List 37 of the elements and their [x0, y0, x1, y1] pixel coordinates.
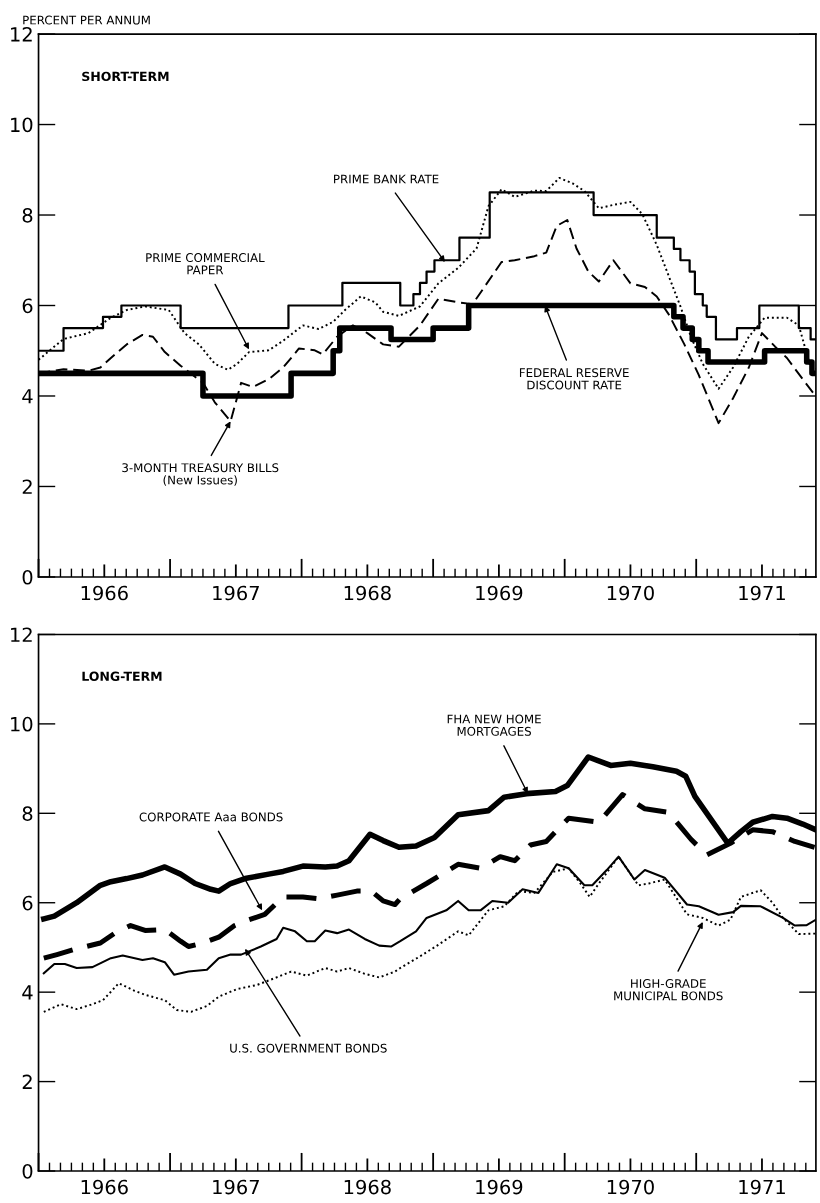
- x-tick-label: 1968: [344, 1179, 391, 1195]
- x-tick-label: 1967: [213, 1179, 259, 1195]
- x-tick-label: 1970: [607, 1179, 654, 1195]
- text: LONG-TERM: [82, 671, 162, 682]
- x-tick-label: 1967: [213, 585, 259, 601]
- y-axis-title: PERCENT PER ANNUM: [23, 15, 150, 25]
- y-tick-label: 2: [22, 479, 32, 494]
- y-tick-label: 2: [22, 1074, 32, 1089]
- y-tick-label: 12: [11, 627, 32, 642]
- annotation: 3-MONTH TREASURY BILLS (New Issues): [122, 463, 279, 486]
- y-tick-label: 10: [11, 117, 33, 133]
- y-tick-label: 8: [22, 806, 33, 821]
- annotation: CORPORATE Aaa BONDS: [139, 812, 283, 822]
- x-tick-label: 1966: [81, 585, 128, 601]
- annotation: HIGH-GRADE MUNICIPAL BONDS: [614, 979, 723, 1001]
- y-tick-label: 6: [22, 298, 33, 314]
- y-tick-label: 4: [22, 985, 33, 1000]
- annotation: FHA NEW HOME MORTGAGES: [447, 714, 541, 736]
- annotation: FEDERAL RESERVE DISCOUNT RATE: [519, 368, 629, 390]
- y-tick-label: 4: [22, 389, 33, 404]
- x-tick-label: 1968: [344, 585, 391, 601]
- y-tick-label: 0: [22, 1163, 33, 1179]
- annotation: PRIME BANK RATE: [334, 174, 439, 184]
- text: SHORT-TERM: [82, 71, 169, 82]
- y-tick-label: 6: [22, 895, 33, 911]
- y-tick-label: 8: [22, 207, 33, 223]
- y-tick-label: 12: [11, 27, 32, 42]
- y-tick-label: 10: [11, 716, 33, 732]
- y-tick-label: 0: [22, 569, 33, 585]
- x-tick-label: 1971: [739, 585, 785, 601]
- x-tick-label: 1969: [476, 1179, 523, 1195]
- annotation: U.S. GOVERNMENT BONDS: [230, 1043, 387, 1053]
- x-tick-label: 1970: [607, 585, 654, 601]
- annotation: PRIME COMMERCIAL PAPER: [146, 253, 265, 275]
- x-tick-label: 1966: [81, 1179, 128, 1195]
- x-tick-label: 1971: [739, 1179, 785, 1195]
- x-tick-label: 1969: [476, 585, 523, 601]
